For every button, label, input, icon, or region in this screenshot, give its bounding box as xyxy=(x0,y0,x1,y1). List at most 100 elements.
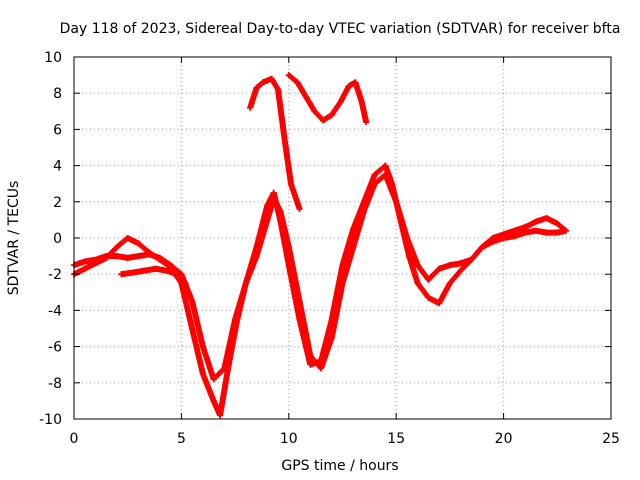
data-point-marker xyxy=(397,216,404,223)
data-point-marker xyxy=(113,253,120,260)
y-tick-label: 8 xyxy=(53,86,62,102)
data-point-marker xyxy=(425,276,432,283)
data-point-marker xyxy=(135,240,142,247)
data-point-marker xyxy=(141,267,148,274)
data-point-marker xyxy=(182,280,189,287)
data-point-marker xyxy=(511,233,518,240)
data-point-marker xyxy=(210,397,217,404)
x-tick-label: 10 xyxy=(280,431,298,447)
x-tick-label: 25 xyxy=(602,431,620,447)
data-point-marker xyxy=(285,262,292,269)
data-point-marker xyxy=(562,227,569,234)
data-point-marker xyxy=(345,82,352,89)
x-axis-label: GPS time / hours xyxy=(281,458,398,474)
data-point-marker xyxy=(522,224,529,231)
data-point-marker xyxy=(285,72,292,79)
data-point-marker xyxy=(468,256,475,263)
y-tick-label: -2 xyxy=(48,267,62,283)
data-point-marker xyxy=(339,262,346,269)
data-point-marker xyxy=(425,294,432,301)
data-point-marker xyxy=(328,111,335,118)
data-point-marker xyxy=(156,256,163,263)
data-point-marker xyxy=(543,215,550,222)
data-point-marker xyxy=(302,93,309,100)
y-tick-label: -8 xyxy=(48,376,62,392)
data-point-marker xyxy=(124,254,131,261)
data-point-marker xyxy=(489,235,496,241)
data-point-marker xyxy=(81,265,88,272)
data-point-marker xyxy=(318,358,325,365)
data-point-marker xyxy=(328,316,335,323)
y-tick-label: -4 xyxy=(48,303,62,319)
data-point-marker xyxy=(479,244,486,251)
data-point-marker xyxy=(311,108,318,115)
data-point-marker xyxy=(414,262,421,269)
data-point-marker xyxy=(358,99,365,106)
series-markers xyxy=(71,162,568,419)
data-point-marker xyxy=(511,227,518,234)
data-point-marker xyxy=(554,220,561,227)
data-point-marker xyxy=(287,180,294,187)
data-point-marker xyxy=(210,376,217,383)
data-point-marker xyxy=(457,267,464,274)
data-point-marker xyxy=(234,316,241,323)
data-point-marker xyxy=(163,267,170,274)
data-point-marker xyxy=(532,218,539,225)
data-point-marker xyxy=(320,117,327,124)
data-point-marker xyxy=(414,280,421,287)
data-point-marker xyxy=(350,225,357,232)
data-point-marker xyxy=(436,265,443,272)
data-point-marker xyxy=(92,260,99,267)
data-point-marker xyxy=(275,86,282,93)
data-point-marker xyxy=(554,229,561,236)
data-point-marker xyxy=(436,300,443,307)
data-point-marker xyxy=(360,198,367,205)
data-point-marker xyxy=(253,244,260,251)
data-point-marker xyxy=(277,216,284,223)
series-markers xyxy=(285,72,369,124)
data-point-marker xyxy=(500,231,507,238)
x-tick-label: 0 xyxy=(70,431,79,447)
data-point-marker xyxy=(189,298,196,305)
series-trace-a xyxy=(71,171,569,383)
series-markers xyxy=(247,75,303,211)
y-tick-label: -10 xyxy=(39,412,62,428)
data-point-marker xyxy=(152,265,159,272)
data-point-marker xyxy=(189,325,196,332)
data-point-marker xyxy=(382,162,389,169)
data-point-marker xyxy=(532,227,539,234)
data-point-marker xyxy=(371,171,378,178)
chart-title: Day 118 of 2023, Sidereal Day-to-day VTE… xyxy=(60,21,621,37)
data-point-marker xyxy=(264,202,271,209)
data-point-marker xyxy=(307,361,314,368)
data-point-marker xyxy=(217,412,224,419)
data-point-marker xyxy=(242,280,249,287)
y-tick-label: 6 xyxy=(53,122,62,138)
data-point-marker xyxy=(296,206,303,213)
data-point-marker xyxy=(270,189,277,196)
y-tick-label: 2 xyxy=(53,195,62,211)
y-tick-label: 4 xyxy=(53,159,62,175)
data-point-marker xyxy=(337,99,344,106)
series-markers xyxy=(71,171,568,383)
axis-ticks: 0 5 10 15 20 25 -10 -8 -6 -4 -2 0 2 4 6 8 10 xyxy=(39,50,620,447)
data-point-marker xyxy=(131,269,138,276)
x-tick-label: 5 xyxy=(177,431,186,447)
data-point-marker xyxy=(294,79,301,86)
data-point-marker xyxy=(388,180,395,187)
series-trace-c xyxy=(118,265,189,287)
data-point-marker xyxy=(247,104,254,111)
y-tick-label: -6 xyxy=(48,340,62,356)
data-point-marker xyxy=(199,370,206,377)
data-point-marker xyxy=(522,229,529,236)
data-point-marker xyxy=(363,119,370,126)
data-point-marker xyxy=(268,75,275,82)
data-point-marker xyxy=(225,361,232,368)
data-point-marker xyxy=(260,79,267,86)
data-point-marker xyxy=(174,271,181,278)
data-point-marker xyxy=(318,365,325,372)
data-point-marker xyxy=(81,258,88,265)
x-tick-label: 15 xyxy=(387,431,405,447)
data-point-marker xyxy=(457,260,464,267)
data-point-marker xyxy=(103,254,110,261)
